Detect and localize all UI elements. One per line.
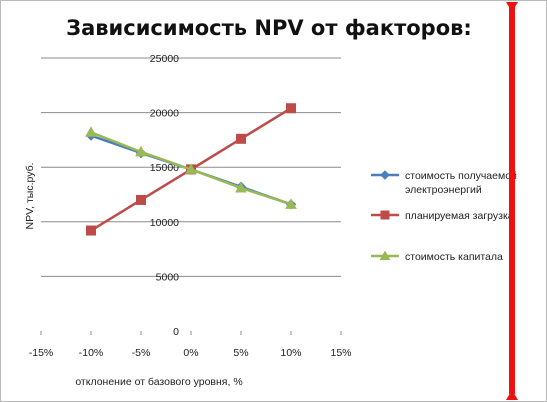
y-tick-label: 20000 (150, 108, 179, 120)
x-tick-label: 10% (280, 347, 301, 359)
x-axis-ticks: -15% -10% -5% 0% 5% 10% 15% (29, 331, 352, 359)
legend-entry-2: планируемая загрузка (371, 210, 514, 222)
data-point (236, 133, 246, 144)
legend-marker (379, 250, 391, 260)
y-tick-label: 15000 (150, 162, 179, 174)
data-point (136, 194, 146, 205)
data-point (185, 163, 197, 174)
y-axis-label: NPV, тыс.руб. (24, 162, 36, 229)
y-tick-label: 5000 (156, 271, 180, 283)
legend-marker (380, 170, 390, 180)
cursor-top-handle (506, 2, 518, 12)
data-point (85, 126, 97, 137)
cursor-bottom-handle (506, 390, 518, 400)
legend-label: электроэнергий (405, 184, 482, 196)
legend-marker (380, 210, 390, 220)
legend: стоимость получаемой электроэнергий планир… (371, 170, 517, 263)
x-tick-label: 0% (183, 347, 198, 359)
data-point (235, 181, 247, 193)
legend-label: планируемая загрузка (405, 210, 514, 222)
x-axis-label: отклонение от базового уровня, % (75, 376, 242, 388)
data-point (285, 198, 297, 209)
x-tick-label: 5% (233, 347, 248, 359)
x-tick-label: -10% (79, 347, 104, 359)
legend-entry-3: стоимость капитала (371, 250, 503, 263)
data-point (135, 145, 147, 157)
vertical-cursor-line[interactable] (506, 2, 518, 400)
y-tick-label: 10000 (150, 217, 179, 229)
legend-entry-1: стоимость получаемой электроэнергий (371, 170, 517, 196)
chart-title: Зависисимость NPV от факторов: (66, 16, 472, 40)
legend-label: стоимость получаемой (405, 170, 517, 182)
x-tick-label: -5% (132, 347, 151, 359)
legend-label: стоимость капитала (405, 251, 503, 263)
data-point (86, 225, 96, 236)
x-tick-label: 15% (330, 347, 351, 359)
y-tick-label: 0 (173, 326, 179, 338)
series-layer (85, 103, 297, 236)
y-tick-label: 25000 (150, 53, 179, 65)
data-point (286, 103, 296, 114)
x-tick-label: -15% (29, 347, 54, 359)
y-axis-ticks: 0 5000 10000 15000 20000 25000 (150, 53, 179, 338)
series-3 (85, 126, 297, 209)
